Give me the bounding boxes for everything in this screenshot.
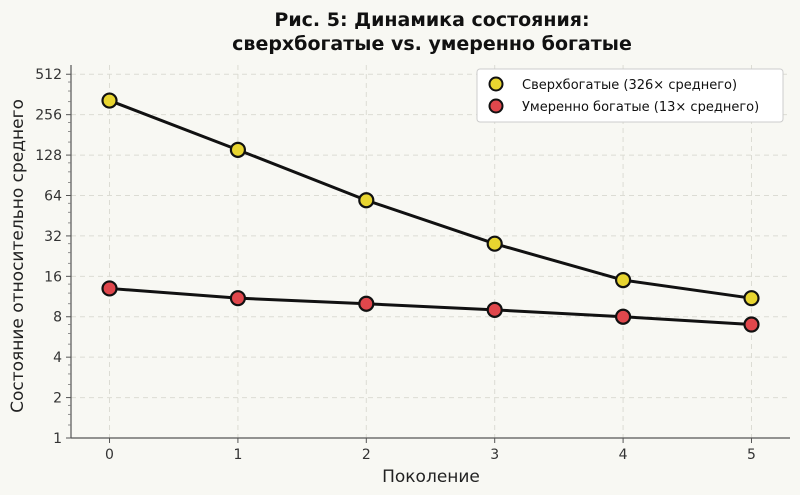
x-ticks: 0 1 2 3 4 5: [105, 438, 756, 463]
axes: [70, 65, 790, 439]
series-point-0: [358, 192, 375, 209]
y-tick-label: 1: [53, 431, 62, 447]
legend-label-1: Умеренно богатые (13× среднего): [522, 100, 759, 115]
series-point-0: [101, 92, 118, 109]
chart-title-line1: Рис. 5: Динамика состояния:: [274, 9, 589, 31]
x-axis-label: Поколение: [382, 467, 480, 487]
series-point-1: [101, 280, 118, 297]
y-axis-label: Состояние относительно среднего: [8, 99, 28, 413]
y-tick-label: 128: [35, 148, 62, 164]
y-tick-label: 16: [44, 269, 62, 285]
series-point-1: [486, 301, 503, 318]
series-line-1: [109, 286, 752, 327]
legend-marker-0: [488, 76, 504, 92]
series-point-0: [614, 271, 632, 289]
y-tick-label: 8: [53, 310, 62, 326]
x-tick-label: 3: [490, 447, 499, 463]
y-ticks: 1 2 4 8 16 32 64 128 256 512: [35, 67, 71, 447]
x-tick-label: 2: [362, 447, 371, 463]
chart-title-line2: сверхбогатые vs. умеренно богатые: [232, 33, 632, 55]
series-point-1: [358, 295, 375, 312]
series-point-1: [743, 316, 760, 333]
x-tick-label: 0: [105, 447, 114, 463]
legend-marker-1: [488, 98, 504, 114]
y-tick-label: 64: [44, 188, 62, 204]
legend-label-0: Сверхбогатые (326× среднего): [522, 78, 737, 93]
y-tick-label: 256: [35, 108, 62, 124]
legend: Сверхбогатые (326× среднего) Умеренно бог…: [476, 68, 784, 123]
legend-box: [476, 68, 784, 123]
y-tick-label: 512: [35, 67, 62, 83]
series-point-1: [229, 290, 247, 307]
y-tick-label: 32: [44, 229, 62, 245]
series-point-0: [743, 290, 760, 307]
series-layer: [101, 92, 760, 333]
x-tick-label: 5: [747, 447, 756, 463]
series-point-0: [486, 235, 503, 252]
series-point-0: [229, 141, 247, 158]
y-tick-label: 2: [53, 391, 62, 407]
x-tick-label: 1: [233, 447, 242, 463]
series-point-1: [614, 308, 632, 325]
series-line-0: [108, 99, 752, 300]
x-tick-label: 4: [619, 447, 628, 463]
y-tick-label: 4: [53, 350, 62, 366]
